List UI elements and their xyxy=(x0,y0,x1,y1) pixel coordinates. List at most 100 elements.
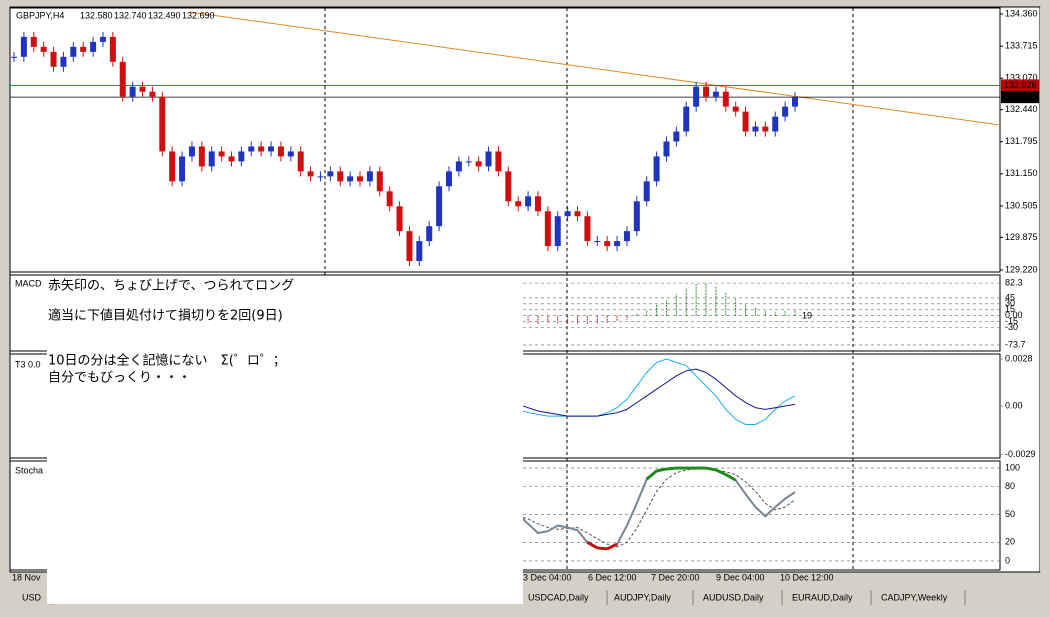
candle xyxy=(465,161,472,163)
candle xyxy=(218,151,225,157)
candle xyxy=(20,36,27,57)
candle xyxy=(475,161,482,167)
y-tick-label: 0.00 xyxy=(1005,310,1023,320)
candle xyxy=(495,151,502,172)
candle xyxy=(574,211,581,217)
stoch-zone-segment xyxy=(606,542,618,551)
candle xyxy=(179,156,186,182)
tab[interactable]: EURAUD,Daily xyxy=(792,592,853,602)
stoch-zone-segment xyxy=(645,469,658,481)
candle xyxy=(544,211,551,247)
candle xyxy=(80,46,87,52)
tab[interactable]: USD xyxy=(22,592,42,602)
ohlc-value: 132.580 xyxy=(80,10,113,20)
stoch-zone-segment xyxy=(656,467,667,473)
candle xyxy=(376,171,383,192)
candle xyxy=(762,126,769,132)
price-label-bg xyxy=(1001,79,1039,92)
y-tick-label: 100 xyxy=(1005,462,1020,472)
note-line: 適当に下値目処付けて損切りを2回(9日) xyxy=(48,308,283,324)
time-label: 7 Dec 20:00 xyxy=(651,572,700,582)
time-label: 9 Dec 04:00 xyxy=(716,572,765,582)
time-label: 18 Nov xyxy=(12,572,41,582)
y-tick-label: -15 xyxy=(1005,316,1018,326)
note-line: 赤矢印の、ちょび上げで、つられてロング xyxy=(48,279,294,294)
y-tick-label: 0 xyxy=(1005,555,1010,565)
tab[interactable]: AUDUSD,Daily xyxy=(703,592,764,602)
main-pane xyxy=(9,7,1001,273)
status-bar xyxy=(0,606,1050,617)
stoch-zone-segment xyxy=(586,541,599,550)
price-label: 132.926 xyxy=(1004,80,1037,90)
candle xyxy=(159,96,166,152)
y-tick-label: 134.360 xyxy=(1005,8,1038,18)
candle xyxy=(169,151,176,182)
candle xyxy=(515,201,522,207)
stoch-signal xyxy=(518,468,796,548)
candle xyxy=(396,206,403,232)
candle xyxy=(70,46,77,57)
candle xyxy=(594,241,601,243)
tab[interactable]: USDCAD,Daily xyxy=(528,592,589,602)
time-label: 6 Dec 12:00 xyxy=(588,572,637,582)
candle xyxy=(663,141,670,157)
candle xyxy=(268,146,275,152)
y-tick-label: 30 xyxy=(1005,298,1015,308)
note-line: 10日の分は全く記憶にない Σ(゜ロ゜； xyxy=(48,353,286,369)
price-label: 132.690 xyxy=(1004,92,1037,102)
candle xyxy=(505,171,512,202)
trend-line xyxy=(189,11,1001,126)
y-tick-label: 0.0028 xyxy=(1005,353,1033,363)
indicator-line xyxy=(518,358,796,425)
candle xyxy=(693,86,700,107)
candle xyxy=(604,241,611,247)
candle xyxy=(149,91,156,97)
candle xyxy=(119,61,126,97)
candle xyxy=(238,151,245,162)
candle xyxy=(525,196,532,207)
candle xyxy=(643,181,650,202)
candle xyxy=(792,97,798,107)
y-tick-label: 132.440 xyxy=(1005,104,1038,114)
candle xyxy=(653,156,660,182)
y-tick-label: 130.505 xyxy=(1005,200,1038,210)
candle xyxy=(188,146,195,157)
candle xyxy=(683,106,690,132)
tab[interactable]: AUDJPY,Daily xyxy=(614,592,671,602)
stoch-zone-segment xyxy=(715,468,727,476)
current-value: 19 xyxy=(802,310,812,320)
candle xyxy=(445,171,452,187)
y-tick-label: -30 xyxy=(1005,322,1018,332)
candle xyxy=(614,241,621,247)
candle xyxy=(416,241,423,262)
candle xyxy=(228,156,235,162)
ohlc-value: 132.490 xyxy=(148,10,181,20)
y-tick-label: 131.795 xyxy=(1005,136,1038,146)
candle xyxy=(534,196,541,212)
candle xyxy=(297,151,304,172)
candle xyxy=(90,41,97,52)
candle xyxy=(742,111,749,132)
candle xyxy=(712,91,719,97)
candle xyxy=(703,86,710,97)
candle xyxy=(357,176,364,182)
y-tick-label: 133.715 xyxy=(1005,40,1038,50)
pane-label: MACD xyxy=(15,278,42,288)
note-overlay xyxy=(47,276,523,604)
window-edge xyxy=(1040,7,1050,572)
candle xyxy=(732,106,739,112)
candle xyxy=(633,201,640,232)
candle xyxy=(347,176,354,182)
y-tick-label: 80 xyxy=(1005,481,1015,491)
candle xyxy=(455,161,462,172)
symbol-header: GBPJPY,H4 xyxy=(16,10,64,20)
candle xyxy=(366,171,373,182)
candle xyxy=(317,176,324,178)
y-tick-label: 50 xyxy=(1005,509,1015,519)
candle xyxy=(782,106,789,117)
tab[interactable]: CADJPY,Weekly xyxy=(881,592,948,602)
candle xyxy=(129,86,136,97)
stoch-zone-segment xyxy=(666,466,677,471)
candle xyxy=(99,36,106,42)
candle xyxy=(139,86,146,92)
